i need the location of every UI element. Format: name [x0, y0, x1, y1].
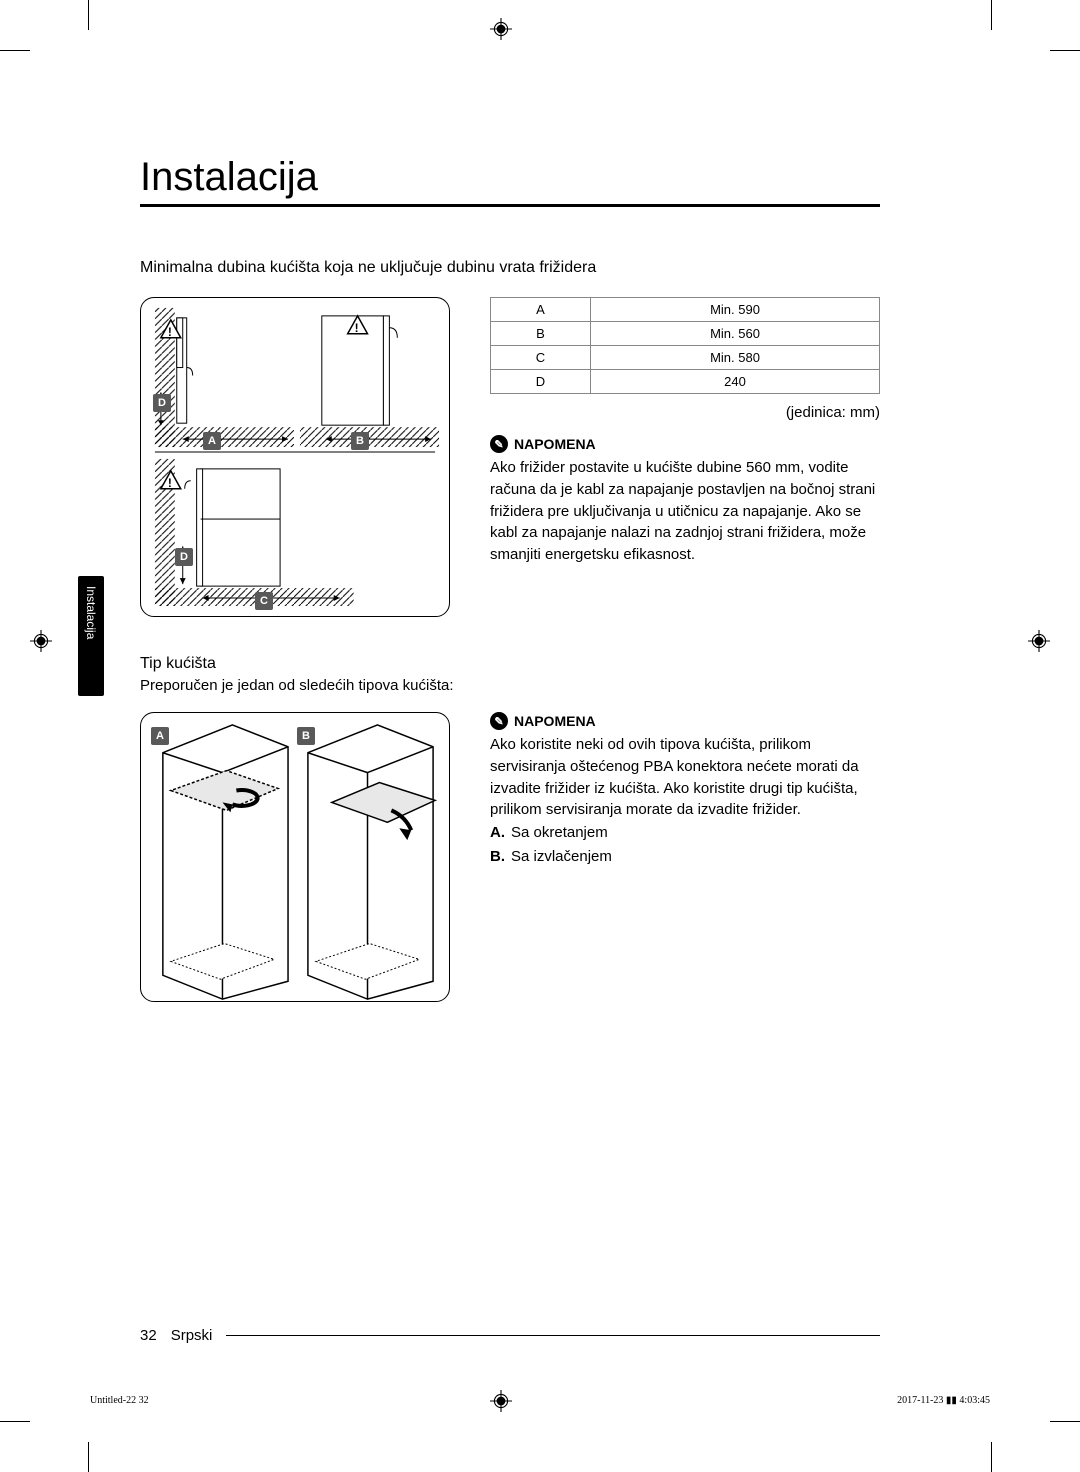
note-heading-text: NAPOMENA	[514, 436, 596, 452]
page-number: 32	[140, 1327, 157, 1344]
dim-badge-b: B	[351, 432, 369, 450]
table-row: D240	[491, 370, 880, 394]
footer-rule	[226, 1335, 880, 1336]
note2-heading: ✎ NAPOMENA	[490, 712, 880, 730]
dim-badge-c: C	[255, 592, 273, 610]
dim-badge-d: D	[153, 394, 171, 412]
print-meta-right: 2017-11-23 ▮▮ 4:03:45	[897, 1395, 990, 1406]
housing-types-diagram: A B	[140, 712, 450, 1002]
section-side-tab: Instalacija	[78, 576, 104, 696]
housing-type-subhead: Tip kućišta	[140, 655, 880, 673]
registration-mark-icon	[30, 630, 52, 652]
title-underline	[140, 204, 880, 207]
list-item: B.Sa izvlačenjem	[490, 845, 880, 869]
note2-body: Ako koristite neki od ovih tipova kućišt…	[490, 734, 880, 821]
print-meta-left: Untitled-22 32	[90, 1395, 149, 1406]
list-item: A.Sa okretanjem	[490, 821, 880, 845]
dimensions-table: AMin. 590 BMin. 560 CMin. 580 D240	[490, 297, 880, 394]
table-row: BMin. 560	[491, 322, 880, 346]
section-subtitle: Minimalna dubina kućišta koja ne uključu…	[140, 259, 880, 277]
page-title: Instalacija	[140, 155, 880, 200]
housing-badge-a: A	[151, 727, 169, 745]
svg-text:!: !	[355, 321, 359, 335]
page-language: Srpski	[171, 1327, 213, 1344]
dimensions-diagram: ! !	[140, 297, 450, 617]
housing-badge-b: B	[297, 727, 315, 745]
note-heading: ✎ NAPOMENA	[490, 435, 880, 453]
table-row: AMin. 590	[491, 298, 880, 322]
note2-heading-text: NAPOMENA	[514, 713, 596, 729]
svg-text:!: !	[168, 325, 172, 339]
registration-mark-icon	[490, 1390, 512, 1412]
note-body: Ako frižider postavite u kućište dubine …	[490, 457, 880, 566]
table-row: CMin. 580	[491, 346, 880, 370]
page-footer: 32 Srpski	[140, 1327, 880, 1344]
registration-mark-icon	[1028, 630, 1050, 652]
note-icon: ✎	[490, 712, 508, 730]
svg-text:!: !	[168, 476, 172, 490]
note-icon: ✎	[490, 435, 508, 453]
dim-badge-a: A	[203, 432, 221, 450]
unit-label: (jedinica: mm)	[490, 404, 880, 421]
registration-mark-icon	[490, 18, 512, 40]
dim-badge-d2: D	[175, 548, 193, 566]
housing-type-desc: Preporučen je jedan od sledećih tipova k…	[140, 677, 880, 694]
